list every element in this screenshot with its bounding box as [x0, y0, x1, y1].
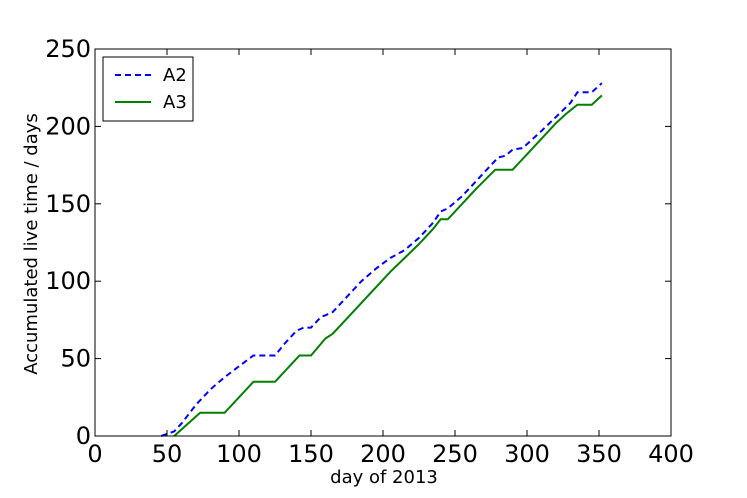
x-tick-label: 200 — [360, 440, 406, 468]
y-tick-label: 50 — [60, 345, 91, 373]
x-tick-label: 150 — [288, 440, 334, 468]
legend-box — [102, 56, 194, 122]
x-tick-label: 100 — [216, 440, 262, 468]
series-line-a3 — [173, 94, 603, 437]
legend-label-a2: A2 — [163, 65, 187, 86]
y-axis-label: Accumulated live time / days — [21, 113, 42, 375]
x-tick-label: 350 — [576, 440, 622, 468]
axes: 0 50 100 150 200 250 300 350 400 0 50 100 150 200 250 — [45, 35, 694, 468]
y-tick-label: 100 — [45, 267, 91, 295]
x-tick-label: 0 — [87, 440, 102, 468]
y-tick-label: 0 — [76, 422, 91, 450]
y-tick-label: 250 — [45, 35, 91, 63]
series-line-a2 — [160, 82, 603, 437]
x-tick-label: 300 — [504, 440, 550, 468]
x-tick-label: 50 — [152, 440, 183, 468]
legend-label-a3: A3 — [163, 92, 187, 113]
y-tick-label: 150 — [45, 190, 91, 218]
x-tick-label: 400 — [648, 440, 694, 468]
y-tick-label: 200 — [45, 112, 91, 140]
x-axis-label: day of 2013 — [330, 467, 438, 488]
plot-area — [160, 82, 603, 437]
x-tick-label: 250 — [432, 440, 478, 468]
